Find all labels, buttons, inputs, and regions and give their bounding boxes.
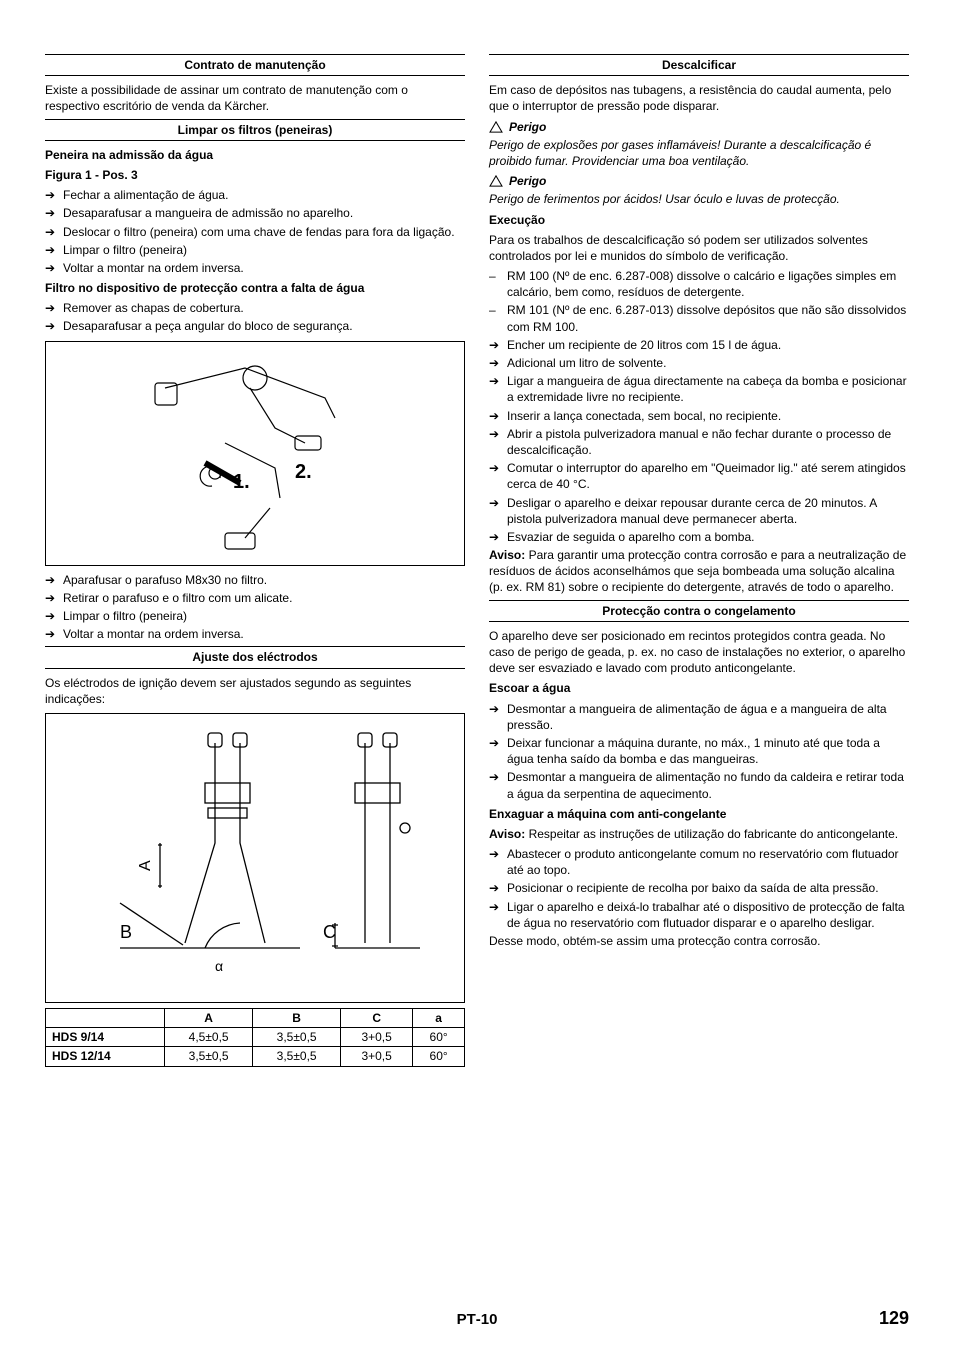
subheading-escoar: Escoar a água xyxy=(489,680,909,696)
table-cell: 3+0,5 xyxy=(341,1028,413,1047)
enxaguar-list: Abastecer o produto anticongelante comum… xyxy=(489,846,909,931)
fig-label-B: B xyxy=(120,922,132,942)
solvent-list: RM 100 (Nº de enc. 6.287-008) dissolve o… xyxy=(489,268,909,335)
heading-congelamento: Protecção contra o congelamento xyxy=(489,600,909,622)
table-header xyxy=(46,1008,165,1027)
table-cell: 60° xyxy=(413,1028,465,1047)
para-fin: Desse modo, obtém-se assim uma protecção… xyxy=(489,933,909,949)
aviso-corrosao: Aviso: Para garantir uma protecção contr… xyxy=(489,547,909,596)
list-item: Desmontar a mangueira de alimentação de … xyxy=(489,701,909,733)
footer-lang: PT xyxy=(457,1310,476,1330)
list-item: Esvaziar de seguida o aparelho com a bom… xyxy=(489,529,909,545)
list-item: Deixar funcionar a máquina durante, no m… xyxy=(489,735,909,767)
subheading-peneira: Peneira na admissão da água xyxy=(45,147,465,163)
figure-filter-diagram: 1. 2. xyxy=(45,341,465,566)
warning-perigo-1: Perigo xyxy=(489,119,909,135)
warning-title: Perigo xyxy=(509,119,546,135)
aviso-anticong: Aviso: Respeitar as instruções de utiliz… xyxy=(489,826,909,842)
list-item: Adicional um litro de solvente. xyxy=(489,355,909,371)
list-item: Limpar o filtro (peneira) xyxy=(45,608,465,624)
escoar-list: Desmontar a mangueira de alimentação de … xyxy=(489,701,909,802)
decalc-steps: Encher um recipiente de 20 litros com 15… xyxy=(489,337,909,545)
list-item: Desaparafusar a mangueira de admissão no… xyxy=(45,205,465,221)
table-header: C xyxy=(341,1008,413,1027)
list-item: Desaparafusar a peça angular do bloco de… xyxy=(45,318,465,334)
aviso-label: Aviso: xyxy=(489,827,525,841)
table-row: HDS 9/14 4,5±0,5 3,5±0,5 3+0,5 60° xyxy=(46,1028,465,1047)
fig-ref: Figura 1 - Pos. 3 xyxy=(45,167,465,183)
warning-title: Perigo xyxy=(509,173,546,189)
heading-contrato: Contrato de manutenção xyxy=(45,54,465,76)
table-cell: HDS 9/14 xyxy=(46,1028,165,1047)
aviso-label: Aviso: xyxy=(489,548,525,562)
para-congel: O aparelho deve ser posicionado em recin… xyxy=(489,628,909,677)
table-cell: 60° xyxy=(413,1047,465,1066)
fig-label-C: C xyxy=(323,922,336,942)
para-electrodos: Os eléctrodos de ignição devem ser ajust… xyxy=(45,675,465,707)
warning-icon xyxy=(489,121,503,133)
list-item: Encher um recipiente de 20 litros com 15… xyxy=(489,337,909,353)
page-number: 129 xyxy=(879,1306,909,1330)
list-item: Voltar a montar na ordem inversa. xyxy=(45,260,465,276)
list-item: Ligar a mangueira de água directamente n… xyxy=(489,373,909,405)
table-row: HDS 12/14 3,5±0,5 3,5±0,5 3+0,5 60° xyxy=(46,1047,465,1066)
figure-electrode-diagram: A B α C xyxy=(45,713,465,1003)
list-item: Ligar o aparelho e deixá-lo trabalhar at… xyxy=(489,899,909,931)
fig-label-A: A xyxy=(137,860,154,871)
list-item: Retirar o parafuso e o filtro com um ali… xyxy=(45,590,465,606)
list-item: Inserir a lança conectada, sem bocal, no… xyxy=(489,408,909,424)
para-descalc: Em caso de depósitos nas tubagens, a res… xyxy=(489,82,909,114)
list-item: Deslocar o filtro (peneira) com uma chav… xyxy=(45,224,465,240)
list-item: Abrir a pistola pulverizadora manual e n… xyxy=(489,426,909,458)
list-item: Voltar a montar na ordem inversa. xyxy=(45,626,465,642)
step-list-3: Aparafusar o parafuso M8x30 no filtro. R… xyxy=(45,572,465,643)
filter-svg: 1. 2. xyxy=(125,348,385,558)
aviso-text: Para garantir uma protecção contra corro… xyxy=(489,548,906,594)
list-item: Comutar o interruptor do aparelho em "Qu… xyxy=(489,460,909,492)
fig-label-alpha: α xyxy=(215,958,223,974)
warning-body: Perigo de ferimentos por ácidos! Usar óc… xyxy=(489,191,909,207)
fig-label-2: 2. xyxy=(295,461,312,483)
heading-descalcificar: Descalcificar xyxy=(489,54,909,76)
electrode-spec-table: A B C a HDS 9/14 4,5±0,5 3,5±0,5 3+0,5 6… xyxy=(45,1008,465,1067)
page-footer: PT - 10 xyxy=(0,1310,954,1330)
step-list-1: Fechar a alimentação de água. Desaparafu… xyxy=(45,187,465,276)
table-cell: 3+0,5 xyxy=(341,1047,413,1066)
table-header: B xyxy=(253,1008,341,1027)
table-header: a xyxy=(413,1008,465,1027)
list-item: Remover as chapas de cobertura. xyxy=(45,300,465,316)
heading-limpar: Limpar os filtros (peneiras) xyxy=(45,119,465,141)
list-item: RM 101 (Nº de enc. 6.287-013) dissolve d… xyxy=(489,302,909,334)
subheading-filtro: Filtro no dispositivo de protecção contr… xyxy=(45,280,465,296)
list-item: Fechar a alimentação de água. xyxy=(45,187,465,203)
footer-inner-page: 10 xyxy=(481,1310,498,1330)
step-list-2: Remover as chapas de cobertura. Desapara… xyxy=(45,300,465,334)
warning-perigo-2: Perigo xyxy=(489,173,909,189)
table-cell: 3,5±0,5 xyxy=(253,1047,341,1066)
table-cell: 3,5±0,5 xyxy=(253,1028,341,1047)
electrode-svg: A B α C xyxy=(65,723,445,993)
table-header: A xyxy=(165,1008,253,1027)
list-item: Abastecer o produto anticongelante comum… xyxy=(489,846,909,878)
table-cell: 3,5±0,5 xyxy=(165,1047,253,1066)
list-item: Desmontar a mangueira de alimentação no … xyxy=(489,769,909,801)
warning-icon xyxy=(489,175,503,187)
warning-body: Perigo de explosões por gases inflamávei… xyxy=(489,137,909,169)
subheading-execucao: Execução xyxy=(489,212,909,228)
table-cell: HDS 12/14 xyxy=(46,1047,165,1066)
para-contrato: Existe a possibilidade de assinar um con… xyxy=(45,82,465,114)
list-item: Aparafusar o parafuso M8x30 no filtro. xyxy=(45,572,465,588)
right-column: Descalcificar Em caso de depósitos nas t… xyxy=(489,50,909,1067)
table-cell: 4,5±0,5 xyxy=(165,1028,253,1047)
left-column: Contrato de manutenção Existe a possibil… xyxy=(45,50,465,1067)
list-item: Limpar o filtro (peneira) xyxy=(45,242,465,258)
list-item: RM 100 (Nº de enc. 6.287-008) dissolve o… xyxy=(489,268,909,300)
heading-electrodos: Ajuste dos eléctrodos xyxy=(45,646,465,668)
subheading-enxaguar: Enxaguar a máquina com anti-congelante xyxy=(489,806,909,822)
list-item: Desligar o aparelho e deixar repousar du… xyxy=(489,495,909,527)
list-item: Posicionar o recipiente de recolha por b… xyxy=(489,880,909,896)
para-exec: Para os trabalhos de descalcificação só … xyxy=(489,232,909,264)
fig-label-1: 1. xyxy=(233,471,250,493)
aviso-text: Respeitar as instruções de utilização do… xyxy=(525,827,898,841)
